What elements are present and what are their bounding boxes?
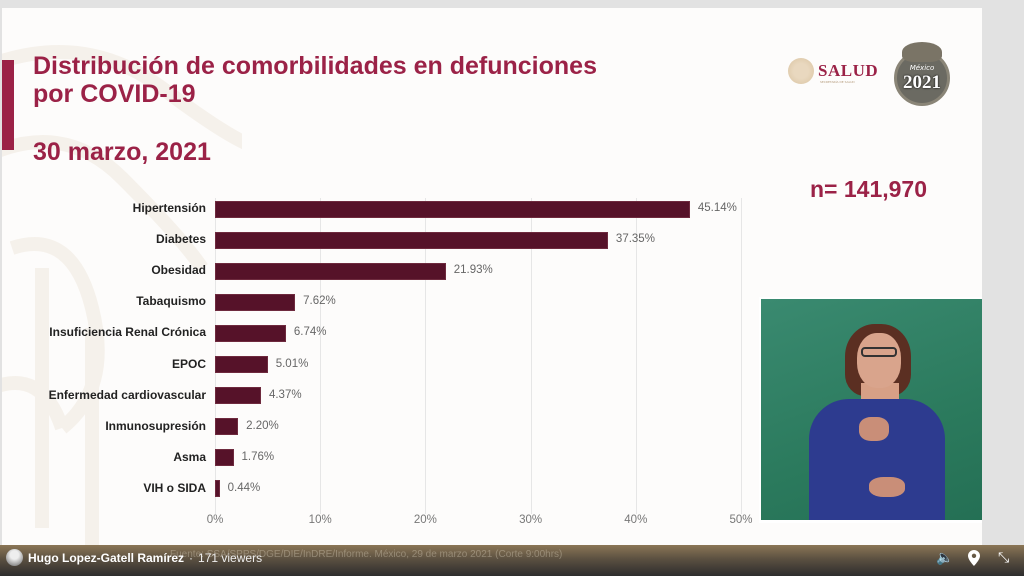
salud-wordmark: SALUD xyxy=(818,61,879,80)
gridline xyxy=(320,198,322,514)
x-axis-tick: 40% xyxy=(624,514,648,526)
bar xyxy=(215,387,261,405)
accent-bar xyxy=(2,60,14,150)
x-axis-tick: 30% xyxy=(519,514,543,526)
value-label: 37.35% xyxy=(615,233,655,246)
bar xyxy=(215,231,608,249)
value-label: 1.76% xyxy=(241,450,275,463)
bar xyxy=(215,418,239,436)
value-label: 4.37% xyxy=(268,388,302,401)
sample-size-label: n= 141,970 xyxy=(810,176,928,202)
emblem-year: 2021 xyxy=(903,72,941,93)
stream-info-bar: Fuente: SSA/SPPS/DGE/DIE/InDRE/Informe. … xyxy=(0,545,1024,576)
volume-icon[interactable]: 🔈 xyxy=(936,550,954,566)
value-label: 5.01% xyxy=(275,357,309,370)
bar xyxy=(215,480,220,498)
presentation-slide: Distribución de comorbilidades en defunc… xyxy=(2,8,982,548)
salud-logo: SALUD SECRETARÍA DE SALUD xyxy=(788,58,878,84)
bar xyxy=(215,324,286,342)
gridline xyxy=(530,198,532,514)
x-axis-tick: 10% xyxy=(308,514,332,526)
category-label: Tabaquismo xyxy=(136,294,206,309)
slide-title: Distribución de comorbilidades en defunc… xyxy=(33,52,733,108)
viewer-count: 171 viewers xyxy=(198,550,263,565)
category-label: Enfermedad cardiovascular xyxy=(48,387,206,402)
comorbidity-bar-chart: 0% 10% 20% 30% 40% 50% Hipertensión 45.14% Diabe… xyxy=(2,8,982,548)
bar xyxy=(215,356,268,373)
x-axis-tick: 20% xyxy=(413,514,437,526)
category-label: Insuficiencia Renal Crónica xyxy=(49,325,206,340)
location-pin-icon[interactable] xyxy=(968,550,980,570)
minimize-icon[interactable]: ⤡ xyxy=(998,550,1010,566)
interpreter-video xyxy=(761,299,982,520)
category-label: Asma xyxy=(173,449,206,464)
category-label: Hipertensión xyxy=(132,201,206,215)
slide-source-footer: Fuente: SSA/SPPS/DGE/DIE/InDRE/Informe. … xyxy=(170,549,563,560)
serpent-head-icon xyxy=(902,42,942,62)
glasses-icon xyxy=(861,347,897,357)
category-label: Obesidad xyxy=(151,263,206,278)
bar xyxy=(215,262,446,280)
streamer-info[interactable]: Hugo Lopez-Gatell Ramírez · 171 viewers xyxy=(6,549,262,566)
category-label: Inmunosupresión xyxy=(105,418,206,433)
gridline xyxy=(425,198,427,514)
title-line-2: por COVID-19 xyxy=(33,80,196,108)
bar xyxy=(215,293,296,311)
x-axis-tick: 50% xyxy=(729,514,753,526)
sign-language-interpreter xyxy=(759,297,982,523)
salud-subtitle: SECRETARÍA DE SALUD xyxy=(820,80,855,84)
slide-date: 30 marzo, 2021 xyxy=(33,138,211,166)
background-pattern xyxy=(2,45,242,548)
value-label: 0.44% xyxy=(227,481,261,494)
title-line-1: Distribución de comorbilidades en defunc… xyxy=(33,52,597,80)
value-label: 6.74% xyxy=(293,326,327,339)
value-label: 21.93% xyxy=(453,264,493,277)
value-label: 45.14% xyxy=(697,202,737,214)
x-axis-tick: 0% xyxy=(206,514,224,526)
category-label: EPOC xyxy=(171,356,206,371)
separator: · xyxy=(189,550,194,565)
avatar[interactable] xyxy=(6,549,23,566)
gridline xyxy=(635,198,637,514)
mexico-2021-emblem: México 2021 xyxy=(892,42,952,112)
interpreter-face xyxy=(857,333,901,388)
bar xyxy=(215,449,234,467)
category-label: Diabetes xyxy=(155,232,206,247)
seal-icon xyxy=(788,58,814,84)
bar xyxy=(215,200,690,218)
value-label: 7.62% xyxy=(303,295,336,308)
interpreter-hand xyxy=(869,477,905,497)
streamer-name[interactable]: Hugo Lopez-Gatell Ramírez xyxy=(28,550,185,565)
emblem-text: México xyxy=(909,64,935,72)
value-label: 2.20% xyxy=(246,419,279,432)
category-label: VIH o SIDA xyxy=(143,480,206,495)
interpreter-hand xyxy=(859,417,889,441)
gridline xyxy=(741,198,742,514)
